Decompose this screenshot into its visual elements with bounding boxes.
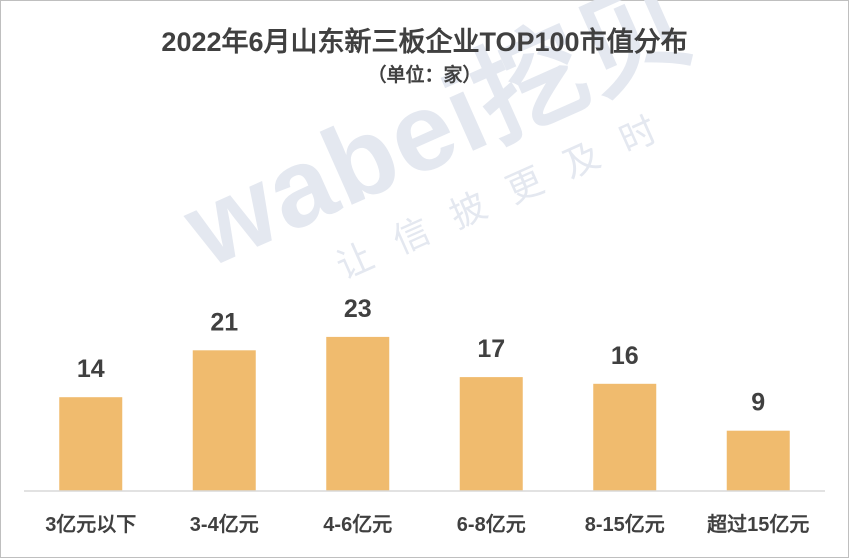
category-label-6: 超过15亿元 bbox=[706, 512, 809, 536]
bar-6 bbox=[726, 430, 790, 491]
value-labels-group: 14 21 23 17 16 9 bbox=[77, 295, 765, 417]
bars-group bbox=[59, 336, 790, 491]
value-label-6: 9 bbox=[751, 389, 765, 417]
bar-3 bbox=[326, 336, 390, 491]
bar-5 bbox=[593, 383, 657, 491]
category-label-2: 3-4亿元 bbox=[190, 512, 259, 536]
value-label-1: 14 bbox=[77, 355, 105, 383]
value-label-3: 23 bbox=[344, 295, 372, 323]
chart-title: 2022年6月山东新三板企业TOP100市值分布 bbox=[161, 27, 688, 57]
value-label-5: 16 bbox=[611, 342, 639, 370]
value-label-2: 21 bbox=[210, 308, 238, 336]
bar-1 bbox=[59, 397, 123, 491]
category-label-1: 3亿元以下 bbox=[45, 512, 136, 536]
tick-labels-group: 3亿元以下 3-4亿元 4-6亿元 6-8亿元 8-15亿元 超过15亿元 bbox=[45, 512, 809, 536]
category-label-4: 6-8亿元 bbox=[457, 512, 526, 536]
bar-4 bbox=[459, 377, 523, 491]
chart-subtitle: （单位：家） bbox=[367, 65, 482, 86]
value-label-4: 17 bbox=[477, 335, 505, 363]
category-label-3: 4-6亿元 bbox=[323, 512, 392, 536]
category-label-5: 8-15亿元 bbox=[585, 512, 665, 536]
bar-2 bbox=[192, 350, 256, 491]
